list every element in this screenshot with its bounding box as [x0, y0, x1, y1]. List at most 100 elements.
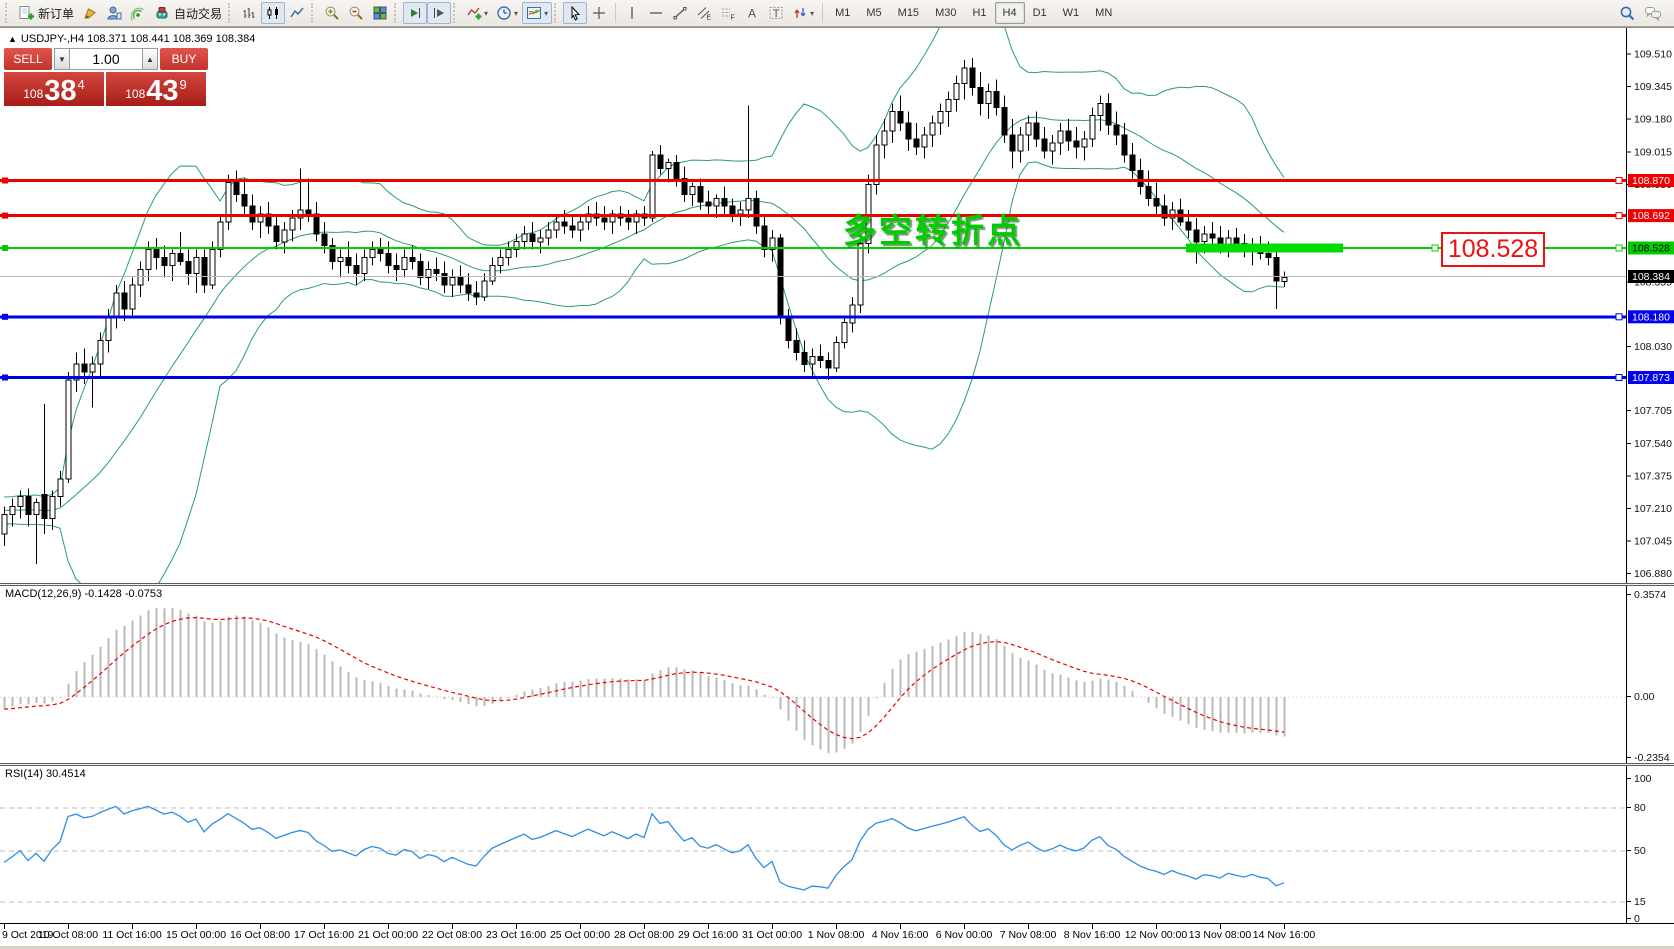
line-anchor-marker[interactable] [2, 177, 8, 184]
trendline-button[interactable] [668, 2, 692, 24]
candle-body [985, 91, 992, 104]
line-anchor-marker[interactable] [1615, 177, 1623, 184]
auto-scroll-button[interactable] [403, 2, 428, 24]
cursor-button[interactable] [563, 2, 588, 24]
timeframe-button-m15[interactable]: M15 [897, 7, 920, 19]
timeframe-button-d1[interactable]: D1 [1032, 7, 1047, 19]
line-anchor-marker[interactable] [1615, 244, 1623, 252]
tile-windows-button[interactable] [368, 2, 392, 24]
arrows-button[interactable]: ▾ [788, 2, 818, 24]
chart-shift-button[interactable] [427, 2, 452, 24]
candle-body [321, 233, 328, 247]
volume-increase-button[interactable]: ▲ [142, 48, 158, 70]
crosshair-icon [591, 5, 607, 21]
candle-body [777, 237, 784, 318]
price-axis-label: 109.180 [1634, 114, 1672, 126]
main-chart-pane[interactable]: 108.850108.355109.510109.345109.180109.0… [0, 0, 1674, 612]
candlestick-icon [265, 5, 281, 21]
bar-chart-button[interactable] [237, 2, 261, 24]
candle-body [1001, 106, 1008, 136]
candle-body [761, 225, 768, 251]
candle-body [25, 496, 32, 515]
line-anchor-marker[interactable] [1615, 374, 1623, 381]
line-anchor-marker[interactable] [2, 374, 8, 381]
timeframe-button-h4[interactable]: H4 [994, 2, 1025, 24]
price-badge-text: 107.873 [1632, 372, 1670, 384]
search-button[interactable] [1615, 2, 1640, 24]
candle-body [17, 496, 24, 508]
timeframe-button-m5[interactable]: M5 [866, 7, 882, 19]
candle-body [969, 67, 976, 89]
volume-stepper: ▼ 1.00 ▲ [54, 48, 158, 70]
cursor-icon [567, 5, 583, 21]
line-anchor-marker[interactable] [1615, 212, 1623, 220]
time-axis[interactable]: 9 Oct 2019 10 Oct 08:00 11 Oct 16:00 15 Oct… [0, 923, 1674, 947]
autotrading-button[interactable]: 自动交易 [150, 2, 226, 24]
volume-input[interactable]: 1.00 [70, 48, 142, 70]
timeframe-button-h1[interactable]: H1 [972, 7, 987, 19]
templates-button[interactable]: ▾ [522, 2, 553, 24]
price-callout-box[interactable]: 108.528 [1441, 232, 1545, 267]
price-badge-text: 108.692 [1632, 210, 1670, 222]
candle-body [577, 221, 584, 231]
pane-splitter[interactable] [0, 583, 1674, 586]
timeframe-button-m30[interactable]: M30 [935, 7, 957, 19]
highlight-zone-rect[interactable] [1186, 243, 1343, 253]
candle-body [217, 221, 224, 251]
buy-price-display[interactable]: 108 43 9 [106, 72, 206, 106]
zoom-out-button[interactable] [344, 2, 368, 24]
line-chart-button[interactable] [285, 2, 309, 24]
volume-decrease-button[interactable]: ▼ [54, 48, 70, 70]
chart-annotation-text[interactable]: 多空转折点 [843, 212, 1023, 249]
candle-body [1049, 142, 1056, 152]
candle-body [1273, 257, 1280, 282]
panel-collapse-icon[interactable]: ▲ [8, 34, 17, 44]
price-badge-text: 108.180 [1632, 311, 1670, 323]
macd-pane[interactable]: 0.3574 0.00 -0.2354 [0, 586, 1674, 764]
new-order-button[interactable]: 新订单 [14, 2, 78, 24]
text-label-button[interactable]: T [764, 2, 788, 24]
line-anchor-marker[interactable] [2, 212, 8, 219]
candle-body [209, 249, 216, 286]
vertical-line-button[interactable] [620, 2, 644, 24]
one-click-trading-panel: SELL ▼ 1.00 ▲ BUY 108 38 4 108 43 9 [4, 48, 208, 106]
zoom-in-button[interactable] [320, 2, 344, 24]
arrows-icon [792, 5, 808, 21]
equidistant-channel-button[interactable]: E [692, 2, 716, 24]
text-button[interactable]: A [740, 2, 764, 24]
pane-splitter[interactable] [0, 763, 1674, 766]
timeframe-button-m1[interactable]: M1 [835, 7, 851, 19]
chat-button[interactable] [1640, 2, 1666, 24]
candle-body [649, 154, 656, 219]
candle-body [49, 496, 56, 519]
candlestick-chart-button[interactable] [261, 2, 286, 24]
horizontal-line-button[interactable] [644, 2, 668, 24]
toolbar-grip [311, 3, 318, 23]
line-anchor-marker[interactable] [1615, 313, 1623, 321]
buy-button[interactable]: BUY [160, 48, 208, 70]
timeframe-button-mn[interactable]: MN [1095, 7, 1113, 19]
market-button[interactable] [102, 2, 126, 24]
time-axis-label: 9 Oct 2019 [2, 929, 54, 941]
candle-body [833, 342, 840, 369]
line-anchor-marker[interactable] [2, 245, 8, 251]
sell-button[interactable]: SELL [4, 48, 52, 70]
timeframe-button-w1[interactable]: W1 [1062, 7, 1080, 19]
symbol-ohlc-header: ▲ USDJPY-,H4 108.371 108.441 108.369 108.… [8, 33, 255, 45]
rsi-pane[interactable]: 100 80 50 15 0 [0, 766, 1674, 925]
periods-button[interactable]: ▾ [492, 2, 522, 24]
time-axis-label: 21 Oct 00:00 [357, 929, 419, 941]
line-anchor-marker[interactable] [2, 313, 8, 320]
fibonacci-button[interactable]: F [716, 2, 740, 24]
callout-anchor-marker[interactable] [1431, 244, 1439, 252]
rsi-axis-label: 100 [1634, 773, 1652, 785]
symbol-ohlc-text: USDJPY-,H4 108.371 108.441 108.369 108.3… [20, 33, 256, 45]
indicators-button[interactable]: ▾ [462, 2, 492, 24]
candle-body [225, 181, 232, 223]
metaeditor-button[interactable] [78, 2, 102, 24]
signals-button[interactable] [126, 2, 150, 24]
crosshair-button[interactable] [587, 2, 611, 24]
candle-body [329, 245, 336, 262]
candle-body [1025, 122, 1032, 136]
sell-price-display[interactable]: 108 38 4 [4, 72, 104, 106]
